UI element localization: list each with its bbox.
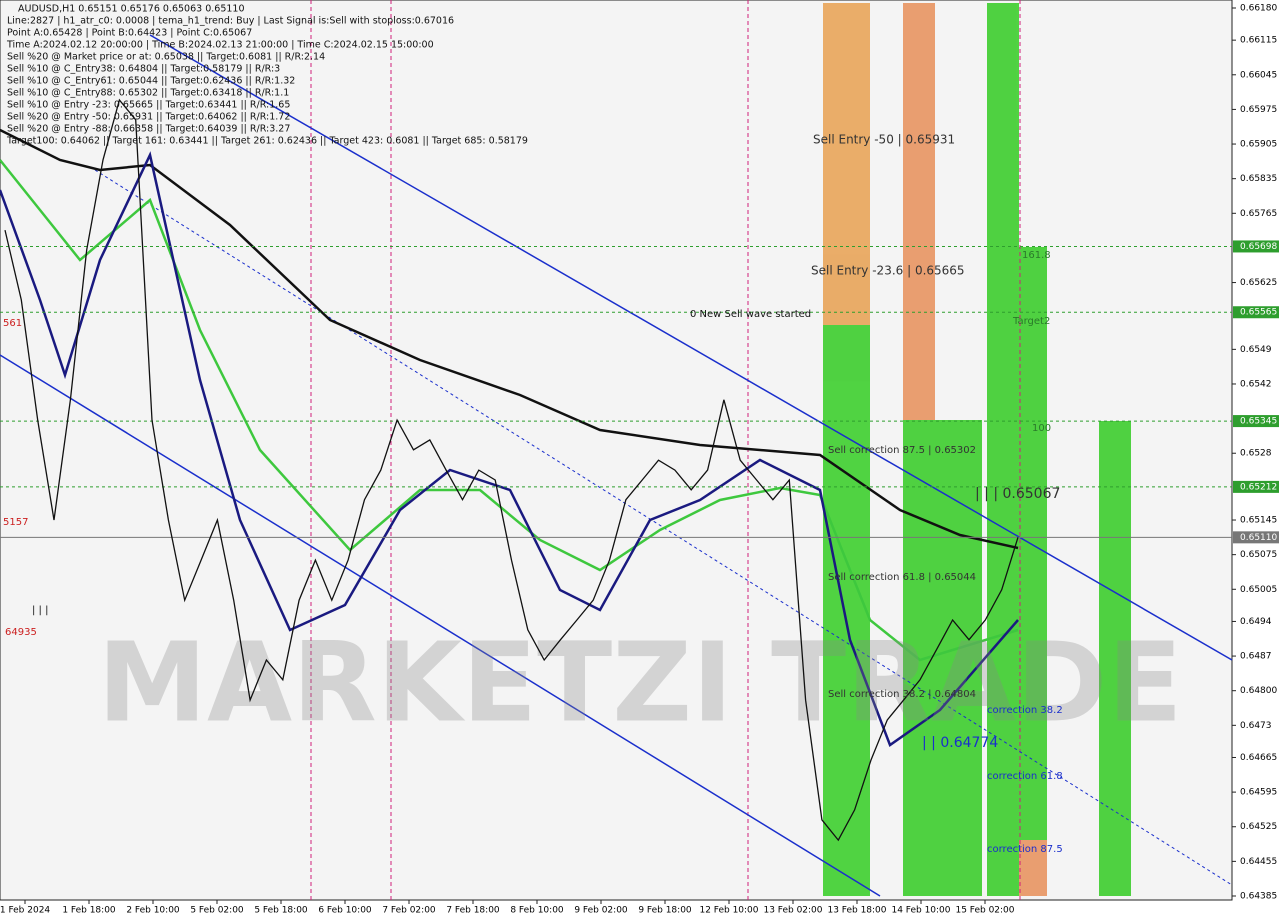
moving-averages [0, 128, 1019, 747]
info-panel: AUDUSD,H1 0.65151 0.65176 0.65063 0.6511… [6, 4, 528, 147]
channels [0, 34, 1233, 897]
x-tick-label: 1 Feb 2024 [0, 906, 50, 916]
x-tick-label: 5 Feb 02:00 [190, 906, 244, 916]
info-line: Sell %10 @ C_Entry38: 0.64804 || Target:… [7, 64, 280, 75]
annotation: Sell Entry -50 | 0.65931 [813, 133, 955, 147]
level-label: 0.65565 [1240, 308, 1277, 318]
y-tick-label: 0.65905 [1240, 140, 1277, 150]
y-tick-label: 0.65005 [1240, 585, 1277, 595]
x-tick-label: 7 Feb 18:00 [446, 906, 500, 916]
x-tick-label: 5 Feb 18:00 [254, 906, 308, 916]
watermark: MARKETZI TRADE [97, 618, 1182, 746]
x-tick-label: 14 Feb 10:00 [891, 906, 950, 916]
y-tick-label: 0.64525 [1240, 822, 1277, 832]
annotation: 100 [1032, 423, 1051, 434]
annotation: 0 New Sell wave started [690, 309, 811, 320]
annotation: Target2 [1012, 316, 1050, 327]
annotation: correction 61.8 [987, 771, 1063, 782]
x-tick-label: 2 Feb 10:00 [126, 906, 180, 916]
y-tick-label: 0.6487 [1240, 652, 1272, 662]
level-box [1233, 306, 1279, 319]
info-line: Target100: 0.64062 || Target 161: 0.6344… [6, 136, 528, 147]
level-box [1233, 240, 1279, 253]
y-tick-label: 0.6473 [1240, 721, 1272, 731]
y-tick-label: 0.65075 [1240, 550, 1277, 560]
level-label: 0.65110 [1240, 533, 1277, 543]
annotation: 561 [3, 318, 22, 329]
level-box [1233, 415, 1279, 428]
y-tick-label: 0.66045 [1240, 70, 1277, 80]
x-tick-label: 13 Feb 02:00 [763, 906, 822, 916]
y-tick-label: 0.64595 [1240, 788, 1277, 798]
annotation: Sell correction 38.2 | 0.64804 [828, 689, 976, 700]
annotation: | | | [32, 605, 48, 616]
level-label: 0.65345 [1240, 417, 1277, 427]
info-line: Point A:0.65428 | Point B:0.64423 | Poin… [7, 28, 252, 39]
y-tick-label: 0.65145 [1240, 516, 1277, 526]
y-tick-label: 0.65625 [1240, 278, 1277, 288]
y-tick-label: 0.64455 [1240, 857, 1277, 867]
info-line: Sell %10 @ Entry -23: 0.65665 || Target:… [7, 100, 290, 111]
y-tick-label: 0.6542 [1240, 379, 1272, 389]
y-tick-label: 0.6494 [1240, 617, 1272, 627]
info-line: Sell %20 @ Entry -88: 0.66358 || Target:… [7, 124, 290, 135]
y-tick-label: 0.65975 [1240, 105, 1277, 115]
level-label: 0.65212 [1240, 482, 1277, 492]
annotation: Sell correction 87.5 | 0.65302 [828, 445, 976, 456]
annotation: 64935 [5, 627, 37, 638]
zones [823, 3, 1131, 896]
level-box [1233, 480, 1279, 493]
info-line: AUDUSD,H1 0.65151 0.65176 0.65063 0.6511… [18, 4, 245, 15]
info-line: Sell %10 @ C_Entry88: 0.65302 || Target:… [7, 88, 289, 99]
annotation: correction 38.2 [987, 705, 1063, 716]
x-tick-label: 1 Feb 18:00 [62, 906, 116, 916]
info-line: Sell %10 @ C_Entry61: 0.65044 || Target:… [7, 76, 295, 87]
info-line: Time A:2024.02.12 20:00:00 | Time B:2024… [6, 40, 434, 51]
price-line [4, 98, 1019, 842]
x-tick-label: 7 Feb 02:00 [382, 906, 436, 916]
y-tick-label: 0.66115 [1240, 36, 1277, 46]
x-tick-label: 6 Feb 10:00 [318, 906, 372, 916]
annotation: | | | 0.65067 [975, 486, 1060, 502]
annotation: Sell correction 61.8 | 0.65044 [828, 572, 976, 583]
annotation: | | 0.64774 [922, 735, 998, 751]
y-tick-label: 0.64800 [1240, 686, 1277, 696]
annotation: correction 87.5 [987, 844, 1063, 855]
level-label: 0.65698 [1240, 242, 1277, 252]
annotation: 5157 [3, 517, 28, 528]
level-box [1233, 531, 1279, 544]
y-tick-label: 0.6549 [1240, 345, 1272, 355]
y-tick-label: 0.6528 [1240, 449, 1272, 459]
y-tick-label: 0.65765 [1240, 209, 1277, 219]
info-line: Line:2827 | h1_atr_c0: 0.0008 | tema_h1_… [7, 16, 454, 27]
x-tick-label: 12 Feb 10:00 [699, 906, 758, 916]
y-tick-label: 0.64665 [1240, 753, 1277, 763]
x-tick-label: 15 Feb 02:00 [955, 906, 1014, 916]
info-line: Sell %20 @ Market price or at: 0.65038 |… [7, 52, 325, 63]
y-tick-label: 0.65835 [1240, 174, 1277, 184]
x-tick-label: 9 Feb 18:00 [638, 906, 692, 916]
x-tick-label: 13 Feb 18:00 [827, 906, 886, 916]
x-tick-label: 8 Feb 10:00 [510, 906, 564, 916]
x-tick-label: 9 Feb 02:00 [574, 906, 628, 916]
annotation: Sell Entry -23.6 | 0.65665 [811, 264, 965, 278]
info-line: Sell %20 @ Entry -50: 0.65931 || Target:… [7, 112, 290, 123]
y-tick-label: 0.66180 [1240, 4, 1277, 14]
y-tick-label: 0.64385 [1240, 892, 1277, 902]
annotation: 161.8 [1022, 250, 1051, 261]
